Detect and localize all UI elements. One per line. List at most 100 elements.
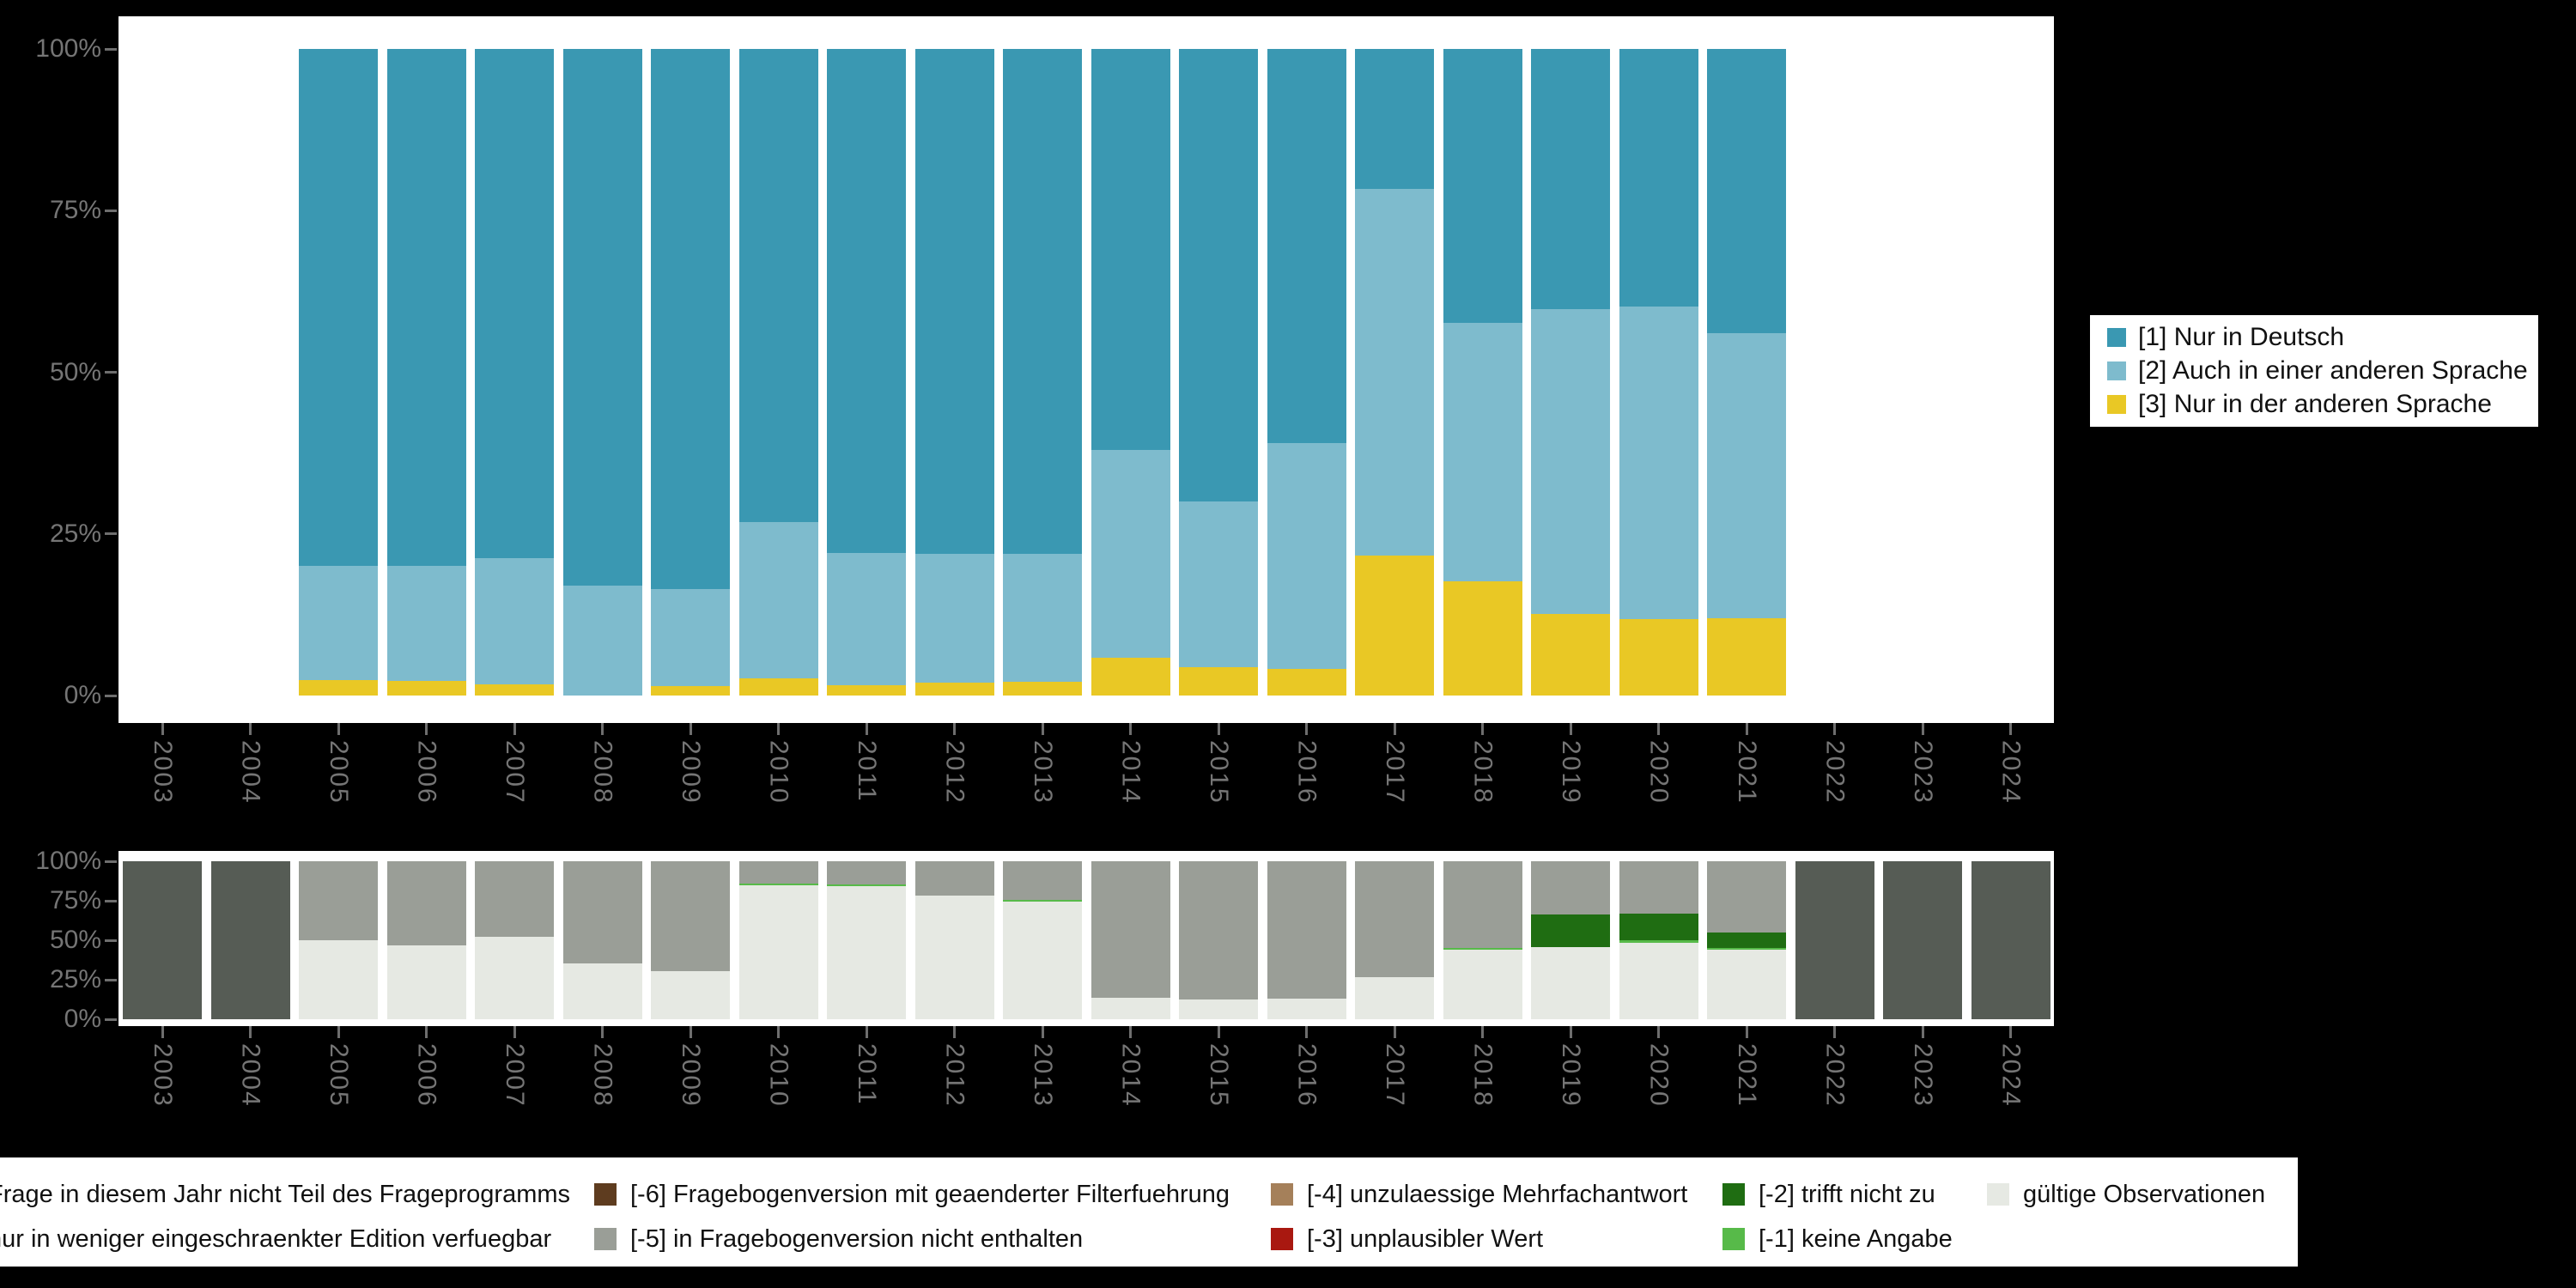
bar-segment (1443, 49, 1522, 323)
x-axis-tick (161, 723, 164, 735)
legend-entry: [3] Nur in der anderen Sprache (2107, 391, 2538, 418)
bar-segment (1531, 914, 1610, 948)
legend-swatch (2107, 328, 2126, 347)
x-axis-year-label: 2007 (501, 740, 529, 805)
bar-segment (475, 684, 554, 696)
bar-segment (299, 679, 378, 696)
x-axis-year-label: 2008 (588, 1043, 617, 1108)
bar-segment (386, 945, 466, 1019)
bar-segment (914, 682, 994, 696)
bar-segment (299, 861, 378, 940)
x-axis-year-label: 2022 (1820, 1043, 1850, 1108)
bar-segment (1707, 333, 1786, 618)
bar-segment (1707, 950, 1786, 1019)
x-axis-tick (601, 723, 604, 735)
bar-segment (1355, 188, 1434, 556)
x-axis-tick (1041, 723, 1044, 735)
y-axis-tick (105, 939, 117, 942)
x-axis-year-label: 2011 (853, 1043, 881, 1106)
x-axis-year-label: 2005 (325, 740, 353, 805)
legend-swatch (2107, 395, 2126, 414)
bar-segment (738, 522, 818, 678)
legend-label: Frage in diesem Jahr nicht Teil des Frag… (0, 1181, 571, 1208)
x-axis-tick (425, 1026, 428, 1038)
bar-segment (1619, 49, 1698, 307)
x-axis-year-label: 2016 (1292, 1043, 1321, 1108)
x-axis-tick (865, 1026, 868, 1038)
bar-segment (562, 861, 642, 963)
x-axis-year-label: 2019 (1557, 1043, 1585, 1108)
bar-segment (562, 585, 642, 696)
y-axis-tick (105, 899, 117, 902)
x-axis-tick (1129, 1026, 1132, 1038)
bar-segment (386, 49, 466, 567)
x-axis-tick (1921, 723, 1924, 735)
legend-label: [-4] unzulaessige Mehrfachantwort (1307, 1181, 1688, 1208)
bar-segment (914, 861, 994, 896)
bar-segment (738, 884, 818, 1019)
bar-segment (827, 884, 906, 886)
y-axis-tick (105, 860, 117, 863)
bar-segment (1443, 950, 1522, 1019)
bar-segment (1179, 501, 1258, 667)
bar-segment (1443, 948, 1522, 951)
x-axis-tick (1481, 1026, 1484, 1038)
x-axis-year-label: 2015 (1205, 740, 1233, 805)
legend-swatch (1271, 1183, 1293, 1206)
bar-segment (1443, 322, 1522, 582)
bar-segment (1267, 861, 1346, 999)
legend-label: [2] Auch in einer anderen Sprache (2138, 356, 2528, 385)
bar-segment (827, 49, 906, 554)
y-axis-tick-label: 0% (64, 681, 101, 709)
bar-segment (1707, 932, 1786, 949)
x-axis-year-label: 2010 (764, 740, 793, 805)
bar-segment (1179, 49, 1258, 502)
x-axis-tick (2009, 1026, 2012, 1038)
y-axis-tick (105, 47, 117, 51)
y-axis-tick (105, 209, 117, 212)
bar-segment (651, 685, 730, 696)
x-axis-tick (1305, 1026, 1308, 1038)
x-axis-tick (2009, 723, 2012, 735)
legend-swatch (1722, 1183, 1745, 1206)
bar-segment (1003, 49, 1082, 555)
x-axis-tick (1217, 723, 1220, 735)
bar-segment (1179, 999, 1258, 1019)
y-axis-tick-label: 50% (49, 357, 101, 386)
bar-segment (1707, 948, 1786, 951)
bar-segment (475, 49, 554, 559)
y-axis-tick (105, 978, 117, 981)
x-axis-year-label: 2012 (940, 1043, 969, 1108)
y-axis-tick-label: 25% (49, 965, 101, 993)
y-axis-tick (105, 371, 117, 374)
x-axis-tick (249, 1026, 252, 1038)
bar-segment (914, 896, 994, 1019)
legend-swatch (1987, 1183, 2009, 1206)
bar-segment (1267, 442, 1346, 670)
x-axis-year-label: 2007 (501, 1043, 529, 1108)
bar-segment (386, 680, 466, 696)
x-axis-year-label: 2017 (1381, 740, 1409, 805)
bar-segment (1531, 308, 1610, 615)
bar-segment (475, 558, 554, 685)
x-axis-year-label: 2023 (1909, 1043, 1937, 1108)
bar-segment (1003, 900, 1082, 902)
bar-segment (1619, 619, 1698, 696)
bar-segment (1267, 49, 1346, 443)
x-axis-tick (777, 1026, 780, 1038)
x-axis-year-label: 2023 (1909, 740, 1937, 805)
bar-segment (914, 49, 994, 555)
x-axis-year-label: 2024 (1996, 740, 2026, 805)
legend-swatch (1271, 1228, 1293, 1250)
legend-swatch (2107, 361, 2126, 380)
bar-segment (738, 861, 818, 884)
y-axis-tick (105, 532, 117, 536)
bar-segment (386, 861, 466, 945)
bar-segment (827, 885, 906, 1019)
bar-segment (1619, 940, 1698, 943)
bar-segment (1003, 554, 1082, 683)
bar-segment (1355, 861, 1434, 978)
bar-segment (299, 940, 378, 1019)
x-axis-year-label: 2020 (1644, 1043, 1674, 1108)
